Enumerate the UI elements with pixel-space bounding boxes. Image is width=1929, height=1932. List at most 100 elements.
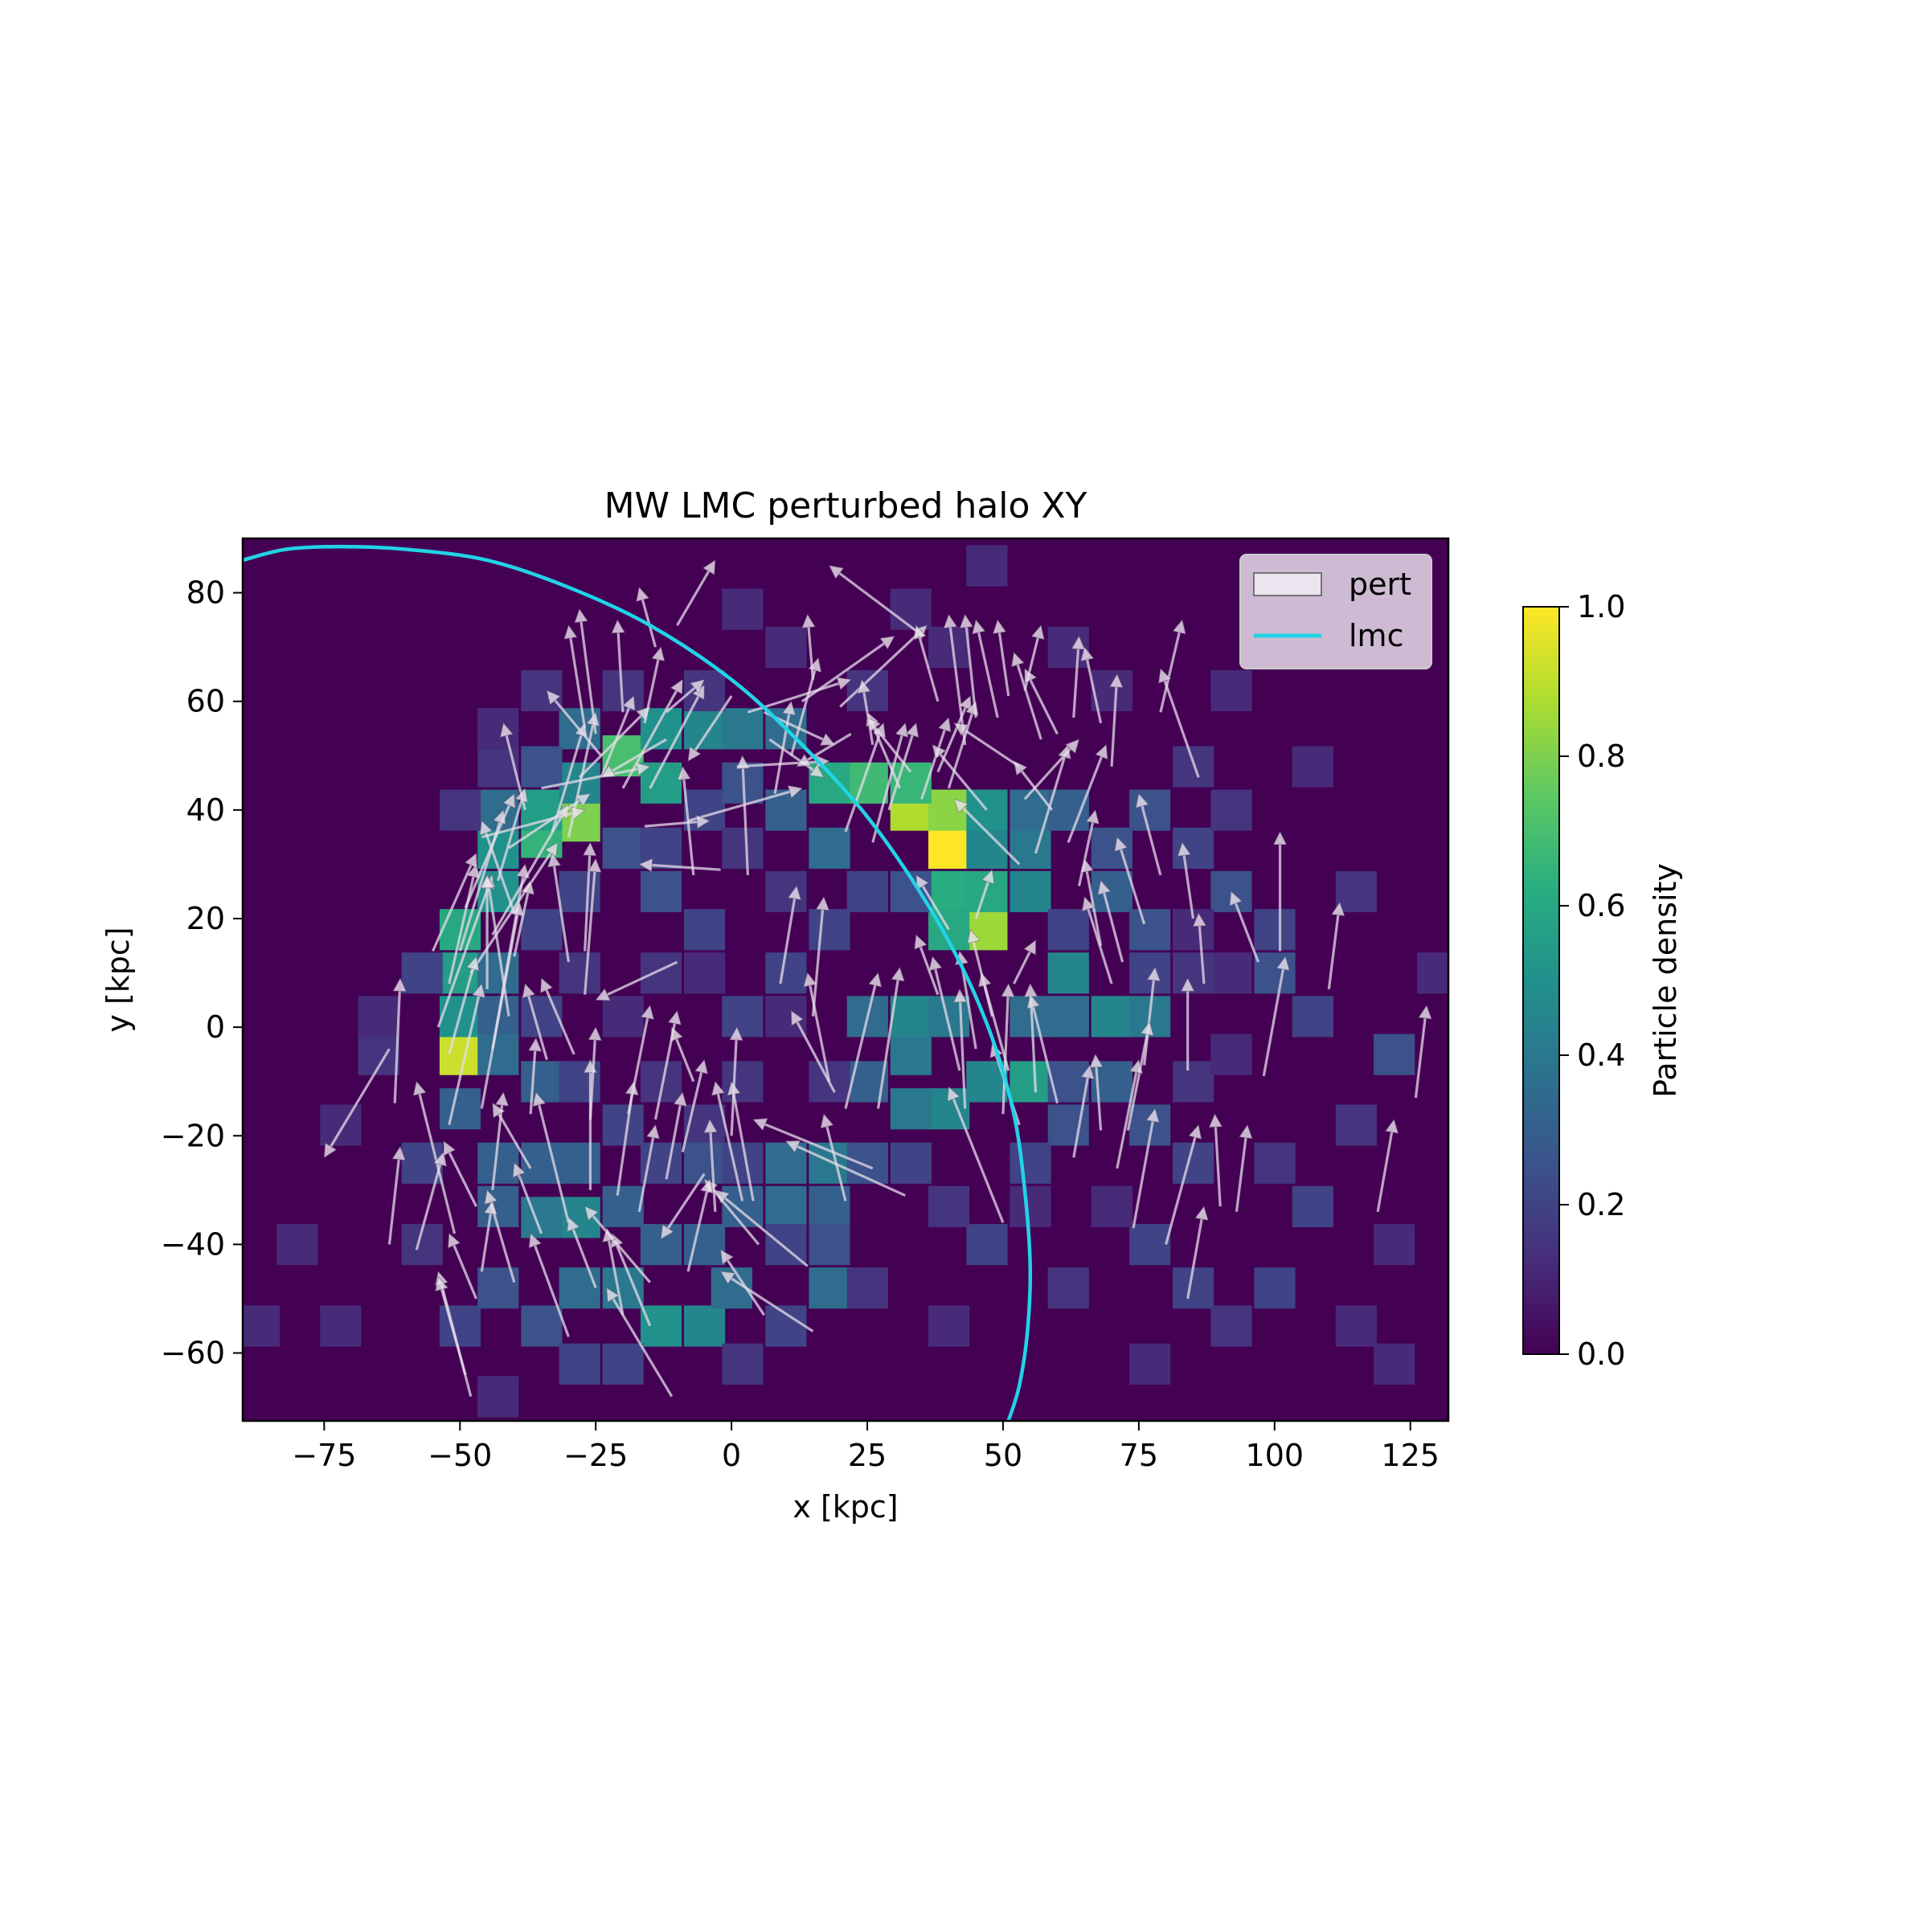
x-tick-label: 125	[1381, 1438, 1440, 1473]
pert-arrow	[600, 694, 636, 778]
heatmap-cell	[809, 1224, 850, 1266]
heatmap-cell	[559, 952, 600, 994]
heatmap-cell	[1129, 789, 1171, 831]
heatmap-cell	[602, 1185, 644, 1227]
heatmap-cell	[439, 789, 481, 831]
heatmap-cell	[602, 996, 644, 1038]
x-tick-label: 75	[1120, 1438, 1158, 1473]
pert-arrow	[1023, 739, 1080, 800]
heatmap-cell	[683, 1104, 726, 1146]
heatmap-cell	[640, 1224, 682, 1266]
heatmap-cell	[1254, 1142, 1296, 1184]
heatmap-cell	[477, 708, 519, 750]
legend-pert-label: pert	[1349, 567, 1411, 602]
pert-arrow	[1001, 982, 1015, 1115]
heatmap-cell	[1335, 1104, 1377, 1146]
heatmap-cell	[928, 1185, 970, 1227]
pert-arrow	[1081, 895, 1113, 984]
heatmap-cell	[559, 1343, 600, 1385]
heatmap-cell	[1173, 1267, 1214, 1309]
pert-arrow	[567, 1216, 597, 1289]
heatmap-cell	[602, 1267, 644, 1309]
heatmap-cell	[1210, 669, 1252, 712]
pert-arrow	[1114, 836, 1146, 925]
pert-arrow	[527, 1037, 543, 1115]
heatmap-cell	[1129, 1224, 1171, 1266]
heatmap-cell	[1129, 1343, 1171, 1385]
heatmap-cell	[640, 870, 682, 913]
pert-arrow	[480, 1200, 498, 1272]
heatmap-cell	[765, 1305, 807, 1347]
pert-arrow	[711, 1080, 744, 1201]
pert-arrow	[974, 869, 995, 919]
pert-arrow	[522, 982, 548, 1061]
pert-arrow	[1132, 1107, 1160, 1229]
heatmap-cell	[722, 1061, 764, 1103]
heatmap-cell	[439, 1305, 481, 1347]
heatmap-cell	[890, 996, 932, 1038]
heatmap-cell	[683, 1305, 726, 1347]
pert-arrow	[686, 1178, 714, 1272]
pert-arrow	[584, 1205, 651, 1283]
pert-arrow	[676, 559, 716, 626]
pert-arrow	[1109, 673, 1124, 767]
x-axis-label: x [kpc]	[792, 1489, 898, 1525]
pert-arrow	[876, 966, 905, 1109]
pert-arrow	[584, 858, 602, 995]
pert-arrow	[1327, 901, 1345, 990]
pert-arrow	[611, 619, 625, 713]
pert-arrow	[660, 1173, 706, 1240]
heatmap-cell	[966, 1224, 1008, 1266]
pert-arrow	[947, 1086, 1005, 1223]
heatmap-cell	[243, 1305, 281, 1347]
heatmap-cell	[765, 1185, 807, 1227]
pert-arrow	[828, 565, 917, 632]
pert-arrow	[1376, 1118, 1399, 1213]
pert-arrow	[1013, 939, 1036, 984]
heatmap-cell	[683, 909, 726, 951]
pert-arrow	[392, 977, 408, 1103]
heatmap-cell	[1292, 746, 1333, 788]
pert-arrow	[606, 1287, 674, 1398]
pert-arrow	[547, 852, 570, 963]
heatmap-cell	[1091, 870, 1132, 913]
heatmap-cell	[890, 1088, 932, 1130]
pert-arrow	[1071, 635, 1086, 718]
heatmap-cell	[1210, 1305, 1252, 1347]
pert-arrow	[1159, 619, 1186, 713]
pert-arrow	[1126, 1021, 1154, 1131]
heatmap-cell	[722, 708, 764, 750]
heatmap-cell	[1173, 827, 1214, 869]
pert-arrow	[491, 1091, 510, 1191]
colorbar-tick-label: 0.2	[1577, 1187, 1625, 1222]
pert-arrow	[602, 1227, 625, 1316]
heatmap-cell	[1091, 996, 1132, 1038]
heatmap-cell	[1047, 952, 1089, 994]
heatmap-cell	[602, 827, 644, 869]
heatmap-cells	[243, 545, 1448, 1418]
pert-arrow	[1186, 1205, 1209, 1300]
heatmap-cell	[1047, 1061, 1089, 1103]
pert-arrow	[1414, 1004, 1432, 1099]
y-tick-label: 60	[186, 684, 225, 719]
pert-arrow	[844, 972, 883, 1109]
heatmap-cell	[722, 827, 764, 869]
colorbar-ticks: 0.0 0.2 0.4 0.6 0.8 1.0	[1559, 589, 1625, 1372]
heatmap-cell	[683, 1142, 726, 1184]
heatmap-cell	[521, 996, 563, 1038]
heatmap-cell	[1091, 1185, 1132, 1227]
y-tick-label: −20	[161, 1118, 225, 1153]
heatmap-cell	[320, 1305, 362, 1347]
heatmap-cell	[320, 1104, 362, 1146]
heatmap-cell	[1210, 1034, 1252, 1075]
pert-arrow	[1208, 1113, 1223, 1207]
pert-arrow	[687, 784, 804, 822]
pert-arrow	[532, 1091, 570, 1223]
pert-arrow	[1024, 668, 1059, 735]
colorbar-label: Particle density	[1648, 863, 1683, 1098]
pert-arrow	[1079, 858, 1103, 947]
heatmap-cell	[890, 1034, 932, 1075]
heatmap-cell	[439, 1034, 481, 1075]
pert-arrow	[752, 1118, 874, 1170]
